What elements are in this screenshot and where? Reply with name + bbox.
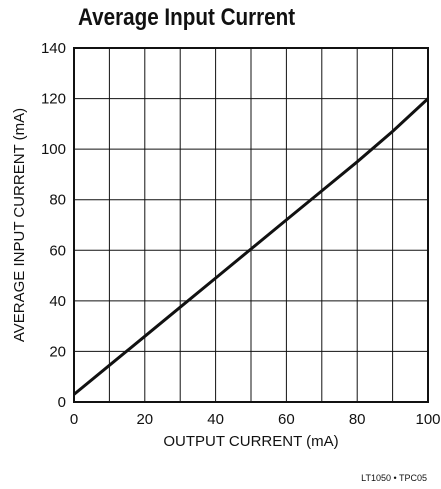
- y-tick-label: 140: [41, 40, 66, 57]
- grid: [74, 48, 428, 402]
- x-tick-label: 40: [207, 411, 224, 428]
- chart-title: Average Input Current: [78, 4, 296, 31]
- y-tick-label: 80: [49, 192, 66, 209]
- x-tick-label: 60: [278, 411, 295, 428]
- y-tick-label: 100: [41, 141, 66, 158]
- x-tick-label: 0: [70, 411, 78, 428]
- y-axis-label: AVERAGE INPUT CURRENT (mA): [11, 108, 28, 342]
- y-tick-label: 120: [41, 91, 66, 108]
- x-tick-label: 100: [415, 411, 440, 428]
- plot-frame: [73, 47, 429, 403]
- x-axis-label: OUTPUT CURRENT (mA): [163, 433, 338, 450]
- series-line: [73, 97, 430, 396]
- y-tick-label: 0: [58, 394, 66, 411]
- y-tick-label: 40: [49, 293, 66, 310]
- figure-code: LT1050 • TPC05: [361, 473, 427, 483]
- y-tick-label: 60: [49, 242, 66, 259]
- x-tick-labels: 0 20 40 60 80 100: [70, 411, 441, 428]
- y-tick-label: 20: [49, 343, 66, 360]
- y-tick-labels: 0 20 40 60 80 100 120 140: [41, 40, 66, 411]
- x-tick-label: 80: [349, 411, 366, 428]
- x-tick-label: 20: [136, 411, 153, 428]
